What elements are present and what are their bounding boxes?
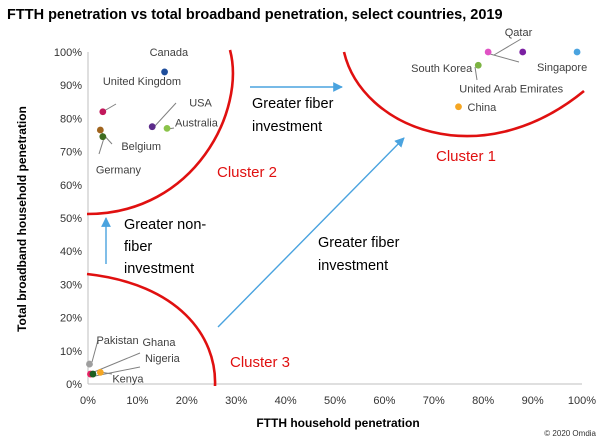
point-kenya [96,368,104,376]
point-singapore [573,48,581,56]
y-tick-label: 10% [60,346,82,358]
label-canada: Canada [150,47,189,59]
x-tick-label: 30% [225,395,247,407]
x-tick-label: 50% [324,395,346,407]
y-tick-label: 90% [60,80,82,92]
label-belgium: Belgium [121,141,161,153]
data-point-labels: Canada United Kingdom USA Australia Belgium G… [96,27,587,385]
point-nigeria [89,370,97,378]
x-tick-labels: 0% 10% 20% 30% 40% 50% 60% 70% 80% 90% 100% [80,395,596,407]
label-nigeria: Nigeria [145,353,181,365]
label-germany: Germany [96,165,142,177]
annotation-left-line-3: investment [124,261,194,277]
x-tick-label: 20% [176,395,198,407]
cluster-1-curve [342,51,585,138]
label-kenya: Kenya [112,373,144,385]
point-germany [99,133,107,141]
point-south-korea [484,48,492,56]
y-tick-label: 40% [60,246,82,258]
annotation-mid-line-2: investment [318,258,388,274]
x-tick-label: 70% [423,395,445,407]
y-axis-title: Total broadband household penetration [15,106,29,332]
annotation-left-line-1: Greater non- [124,217,206,233]
cluster-3-label: Cluster 3 [230,354,290,371]
y-tick-label: 100% [54,47,82,59]
label-china: China [468,102,498,114]
point-belgium [96,126,104,134]
point-canada [161,68,168,76]
y-tick-label: 70% [60,147,82,159]
point-china [455,103,462,111]
data-points [86,48,581,378]
chart-title: FTTH penetration vs total broadband pene… [7,7,503,23]
y-tick-labels: 0% 10% 20% 30% 40% 50% 60% 70% 80% 90% 100% [54,47,82,391]
label-south-korea: South Korea [411,63,473,75]
point-united-kingdom [99,108,107,116]
point-usa [148,123,156,131]
x-tick-label: 0% [80,395,96,407]
annotation-left-line-2: fiber [124,239,152,255]
label-australia: Australia [175,117,219,129]
label-usa: USA [189,98,212,110]
x-tick-label: 100% [568,395,596,407]
y-tick-label: 0% [66,379,82,391]
label-ghana: Ghana [142,337,176,349]
cluster-1-label: Cluster 1 [436,148,496,165]
y-tick-label: 60% [60,180,82,192]
annotation-top-line-1: Greater fiber [252,96,334,112]
leader-lines [91,38,522,377]
point-qatar [519,48,527,56]
x-tick-label: 60% [373,395,395,407]
x-tick-label: 90% [522,395,544,407]
y-tick-label: 20% [60,313,82,325]
label-singapore: Singapore [537,62,587,74]
x-tick-label: 80% [472,395,494,407]
label-pakistan: Pakistan [96,335,138,347]
label-united-kingdom: United Kingdom [103,76,181,88]
annotation-top-line-2: investment [252,119,322,135]
label-united-arab-emirates: United Arab Emirates [459,83,563,95]
arrow-cluster3-to-cluster1 [217,137,405,328]
cluster-3-curve [86,272,217,387]
x-axis-title: FTTH household penetration [256,416,419,430]
x-tick-label: 40% [275,395,297,407]
x-tick-label: 10% [126,395,148,407]
y-tick-label: 30% [60,279,82,291]
point-united-arab-emirates [474,61,482,69]
label-qatar: Qatar [505,27,533,39]
y-tick-label: 50% [60,213,82,225]
annotation-mid-line-1: Greater fiber [318,235,400,251]
cluster-2-curve [86,49,235,216]
cluster-2-label: Cluster 2 [217,164,277,181]
point-pakistan [86,360,93,368]
y-tick-label: 80% [60,113,82,125]
credit-text: © 2020 Omdia [544,429,596,438]
point-australia [163,124,171,132]
